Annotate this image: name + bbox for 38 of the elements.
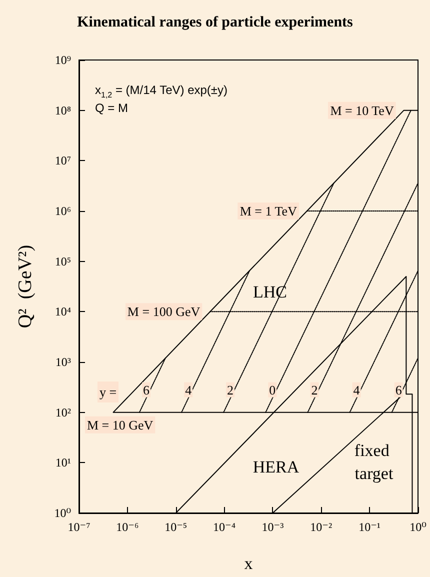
annotation: 4 bbox=[353, 382, 360, 398]
annotation: HERA bbox=[252, 458, 300, 476]
annotation: M = 100 GeV bbox=[127, 304, 201, 320]
annotation: 2 bbox=[311, 382, 318, 398]
annotation: M = 10 GeV bbox=[87, 417, 154, 432]
annotation: 4 bbox=[185, 382, 192, 398]
annotation: y = bbox=[99, 384, 117, 400]
chart-title: Kinematical ranges of particle experiments bbox=[77, 14, 354, 30]
y-axis-title: Q² (GeV²) bbox=[15, 244, 36, 328]
annotation: Q = M bbox=[95, 101, 128, 115]
text: 1,2 = (M/14 TeV) exp(±y) bbox=[101, 83, 228, 100]
y-tick-label: 10⁵ bbox=[54, 254, 71, 268]
y-tick-label: 10¹ bbox=[55, 456, 72, 470]
y-tick-label: 10⁸ bbox=[54, 103, 71, 118]
y-tick-label: 10⁰ bbox=[54, 506, 72, 520]
y-tick-label: 10⁴ bbox=[54, 304, 71, 319]
y-tick-label: 10⁹ bbox=[54, 53, 71, 67]
x-tick-label: 10⁻³ bbox=[262, 520, 284, 534]
annotation: 0 bbox=[269, 382, 276, 398]
text: x bbox=[244, 554, 253, 573]
x-axis-title: x bbox=[95, 83, 101, 97]
annotation: fixed target bbox=[354, 441, 394, 483]
x-tick-label: 10⁻⁵ bbox=[164, 520, 188, 534]
annotation: M = 10 TeV bbox=[330, 102, 394, 118]
x-tick-label: 10⁻¹ bbox=[358, 520, 381, 534]
y-tick-label: 10⁶ bbox=[54, 204, 71, 218]
x-tick-label: 10⁻⁶ bbox=[116, 520, 139, 534]
y-tick-label: 10⁷ bbox=[54, 154, 71, 168]
x-tick-label: 10⁻² bbox=[310, 520, 333, 534]
annotation: 2 bbox=[227, 382, 234, 398]
x-tick-label: 10⁻⁷ bbox=[68, 520, 90, 534]
x-tick-label: 10⁰ bbox=[410, 520, 427, 534]
x-tick-label: 10⁻⁴ bbox=[213, 520, 236, 534]
annotation: M = 1 TeV bbox=[240, 204, 298, 218]
annotation: 6 bbox=[143, 382, 150, 398]
y-tick-label: 10³ bbox=[55, 355, 72, 369]
y-tick-label: 10² bbox=[55, 405, 72, 420]
annotation: 6 bbox=[395, 382, 402, 398]
